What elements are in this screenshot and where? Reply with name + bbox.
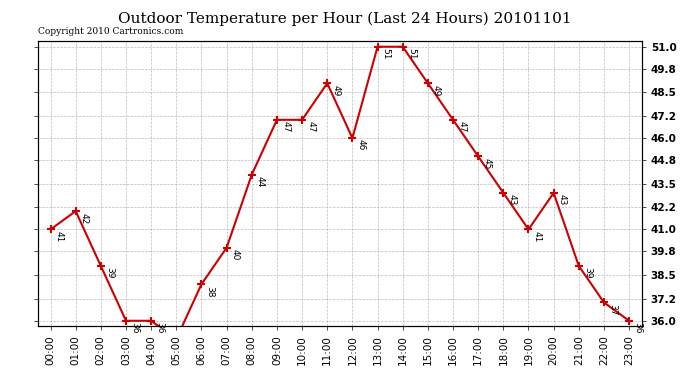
Text: Outdoor Temperature per Hour (Last 24 Hours) 20101101: Outdoor Temperature per Hour (Last 24 Ho… bbox=[118, 11, 572, 26]
Text: 35: 35 bbox=[0, 374, 1, 375]
Text: 37: 37 bbox=[608, 304, 617, 315]
Text: 47: 47 bbox=[457, 121, 466, 133]
Text: 39: 39 bbox=[583, 267, 592, 279]
Text: 47: 47 bbox=[281, 121, 290, 133]
Text: 40: 40 bbox=[230, 249, 240, 261]
Text: 36: 36 bbox=[130, 322, 139, 334]
Text: 45: 45 bbox=[482, 158, 491, 169]
Text: 41: 41 bbox=[55, 231, 63, 242]
Text: 46: 46 bbox=[357, 140, 366, 151]
Text: Copyright 2010 Cartronics.com: Copyright 2010 Cartronics.com bbox=[38, 27, 184, 36]
Text: 43: 43 bbox=[558, 194, 566, 206]
Text: 39: 39 bbox=[105, 267, 114, 279]
Text: 49: 49 bbox=[331, 85, 340, 96]
Text: 49: 49 bbox=[432, 85, 441, 96]
Text: 36: 36 bbox=[633, 322, 642, 334]
Text: 51: 51 bbox=[407, 48, 416, 60]
Text: 36: 36 bbox=[155, 322, 164, 334]
Text: 47: 47 bbox=[306, 121, 315, 133]
Text: 41: 41 bbox=[533, 231, 542, 242]
Text: 42: 42 bbox=[80, 213, 89, 224]
Text: 51: 51 bbox=[382, 48, 391, 60]
Text: 43: 43 bbox=[508, 194, 517, 206]
Text: 38: 38 bbox=[206, 286, 215, 297]
Text: 44: 44 bbox=[256, 176, 265, 187]
